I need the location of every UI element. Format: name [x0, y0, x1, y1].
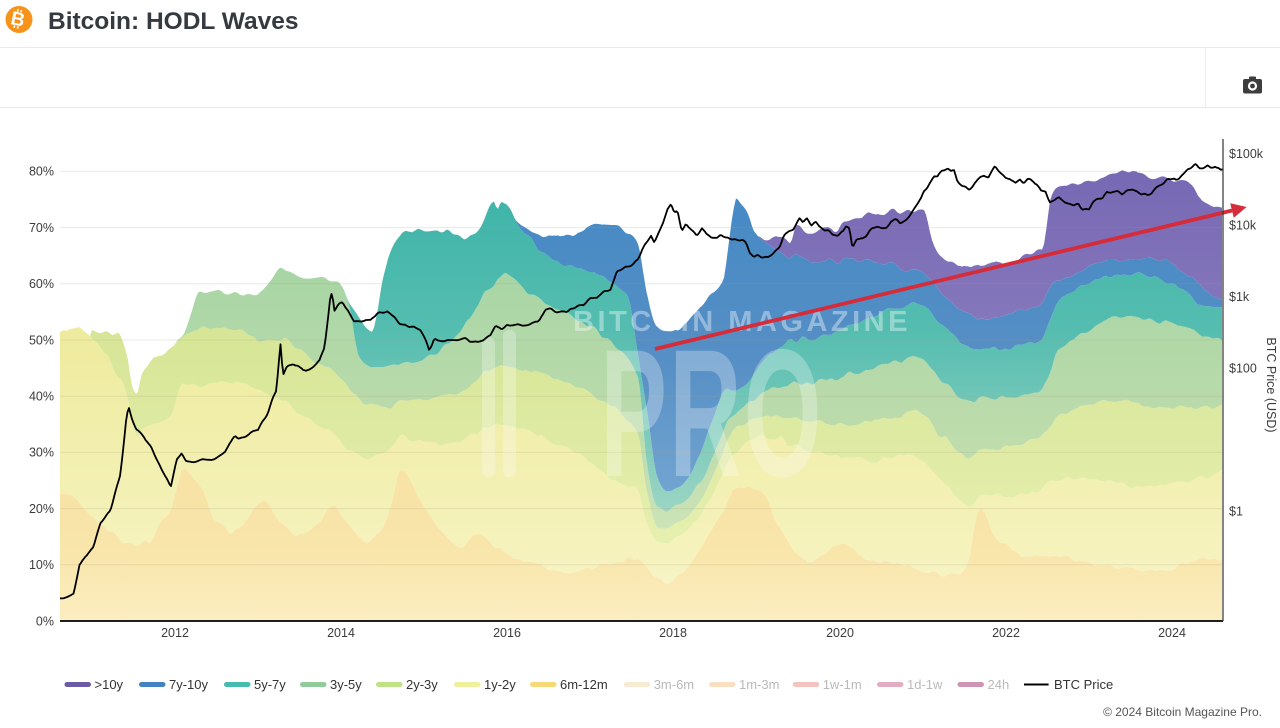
svg-text:BTC Price: BTC Price — [1054, 677, 1113, 692]
svg-text:>10y: >10y — [95, 677, 124, 692]
svg-text:2018: 2018 — [659, 626, 687, 640]
svg-text:50%: 50% — [29, 333, 54, 347]
svg-text:B: B — [9, 8, 27, 31]
svg-text:BITCOIN MAGAZINE: BITCOIN MAGAZINE — [573, 306, 911, 338]
svg-text:$10k: $10k — [1229, 218, 1257, 232]
svg-text:© 2024 Bitcoin Magazine Pro.: © 2024 Bitcoin Magazine Pro. — [1103, 705, 1262, 719]
svg-text:24h: 24h — [988, 677, 1010, 692]
svg-text:2022: 2022 — [992, 626, 1020, 640]
svg-text:10%: 10% — [29, 558, 54, 572]
svg-text:2y-3y: 2y-3y — [406, 677, 438, 692]
svg-text:3y-5y: 3y-5y — [330, 677, 362, 692]
svg-text:6m-12m: 6m-12m — [560, 677, 608, 692]
svg-text:2014: 2014 — [327, 626, 355, 640]
svg-text:40%: 40% — [29, 390, 54, 404]
svg-text:3m-6m: 3m-6m — [654, 677, 694, 692]
svg-text:5y-7y: 5y-7y — [254, 677, 286, 692]
svg-text:60%: 60% — [29, 277, 54, 291]
svg-text:1y-2y: 1y-2y — [484, 677, 516, 692]
svg-text:70%: 70% — [29, 221, 54, 235]
svg-text:0%: 0% — [36, 614, 54, 628]
svg-text:1w-1m: 1w-1m — [823, 677, 862, 692]
svg-text:PRO: PRO — [600, 312, 824, 515]
svg-text:7y-10y: 7y-10y — [169, 677, 209, 692]
svg-text:1m-3m: 1m-3m — [739, 677, 779, 692]
svg-text:20%: 20% — [29, 502, 54, 516]
svg-text:$100: $100 — [1229, 361, 1257, 375]
svg-text:Bitcoin: HODL Waves: Bitcoin: HODL Waves — [48, 8, 298, 35]
svg-text:$100k: $100k — [1229, 147, 1264, 161]
svg-text:BTC Price (USD): BTC Price (USD) — [1264, 337, 1278, 432]
svg-text:$1: $1 — [1229, 504, 1243, 518]
svg-text:80%: 80% — [29, 165, 54, 179]
svg-text:30%: 30% — [29, 446, 54, 460]
svg-text:2012: 2012 — [161, 626, 189, 640]
svg-text:$1k: $1k — [1229, 290, 1250, 304]
svg-text:2016: 2016 — [493, 626, 521, 640]
svg-text:2020: 2020 — [826, 626, 854, 640]
svg-text:1d-1w: 1d-1w — [907, 677, 943, 692]
svg-text:2024: 2024 — [1158, 626, 1186, 640]
